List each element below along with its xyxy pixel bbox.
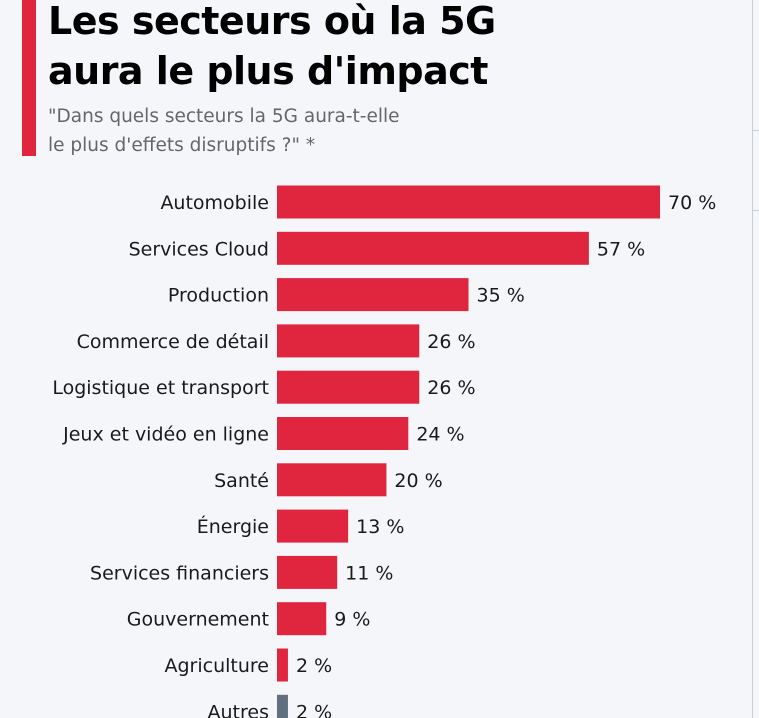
right-edge-tick <box>752 210 759 211</box>
value-label: 2 % <box>296 655 332 677</box>
bar-6 <box>277 463 387 497</box>
category-label: Agriculture <box>165 655 270 677</box>
title-line-1: Les secteurs où la 5G <box>48 0 496 43</box>
value-label: 13 % <box>356 516 404 538</box>
category-label: Production <box>168 285 269 307</box>
category-label: Santé <box>214 470 269 492</box>
subtitle-line-1: "Dans quels secteurs la 5G aura-t-elle <box>48 106 400 127</box>
bar-1 <box>277 231 589 265</box>
value-label: 26 % <box>427 331 475 353</box>
bar-2 <box>277 278 469 312</box>
bar-8 <box>277 555 338 589</box>
bar-4 <box>277 370 420 404</box>
value-label: 70 % <box>668 192 716 214</box>
category-label: Services financiers <box>90 562 269 584</box>
value-label: 9 % <box>334 609 370 631</box>
category-label: Gouvernement <box>127 609 269 631</box>
bar-0 <box>277 185 660 219</box>
value-label: 11 % <box>345 562 393 584</box>
subtitle-line-2: le plus d'effets disruptifs ?" * <box>48 135 316 156</box>
value-label: 35 % <box>477 285 525 307</box>
bar-11 <box>277 694 288 718</box>
category-label: Jeux et vidéo en ligne <box>62 424 269 446</box>
value-label: 2 % <box>296 701 332 718</box>
category-label: Commerce de détail <box>77 331 269 353</box>
value-label: 26 % <box>427 377 475 399</box>
title-line-2: aura le plus d'impact <box>48 49 488 93</box>
value-label: 20 % <box>394 470 442 492</box>
bar-9 <box>277 602 327 636</box>
category-label: Énergie <box>197 515 269 538</box>
value-label: 24 % <box>416 424 464 446</box>
page-title: Les secteurs où la 5G aura le plus d'imp… <box>48 0 648 96</box>
value-label: 57 % <box>597 238 645 260</box>
bar-10 <box>277 648 288 682</box>
bar-3 <box>277 324 420 358</box>
bar-5 <box>277 417 409 450</box>
page-subtitle: "Dans quels secteurs la 5G aura-t-elle l… <box>48 102 508 160</box>
category-label: Logistique et transport <box>52 377 269 399</box>
category-label: Services Cloud <box>129 238 269 260</box>
bar-7 <box>277 509 349 543</box>
right-edge-tick <box>752 130 759 131</box>
right-edge-rule <box>752 0 753 718</box>
category-label: Autres <box>208 701 269 718</box>
title-accent-bar <box>22 0 36 156</box>
category-label: Automobile <box>160 192 269 214</box>
